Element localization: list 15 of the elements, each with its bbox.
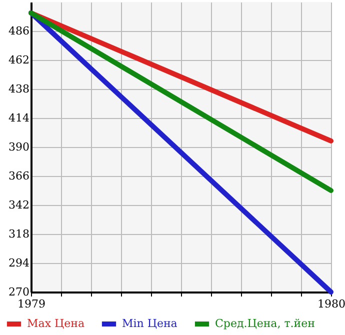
legend-label: Max Цена (27, 317, 85, 330)
y-tick-label: 270 (8, 286, 30, 298)
legend-label: Сред.Цена, т.йен (215, 317, 315, 330)
x-tick-label: 1980 (318, 298, 345, 310)
y-tick-label: 486 (8, 24, 30, 38)
x-tick-label: 1979 (18, 298, 46, 310)
y-tick-label: 390 (8, 140, 30, 154)
y-tick-label: 318 (8, 228, 30, 240)
y-tick-label: 414 (8, 112, 30, 124)
y-tick-label: 366 (8, 170, 30, 182)
legend-label: Min Цена (122, 317, 178, 330)
y-tick-label: 438 (8, 82, 30, 96)
y-tick-label: 462 (8, 54, 30, 66)
y-tick-label: 342 (8, 198, 30, 212)
y-tick-label: 294 (8, 256, 30, 270)
